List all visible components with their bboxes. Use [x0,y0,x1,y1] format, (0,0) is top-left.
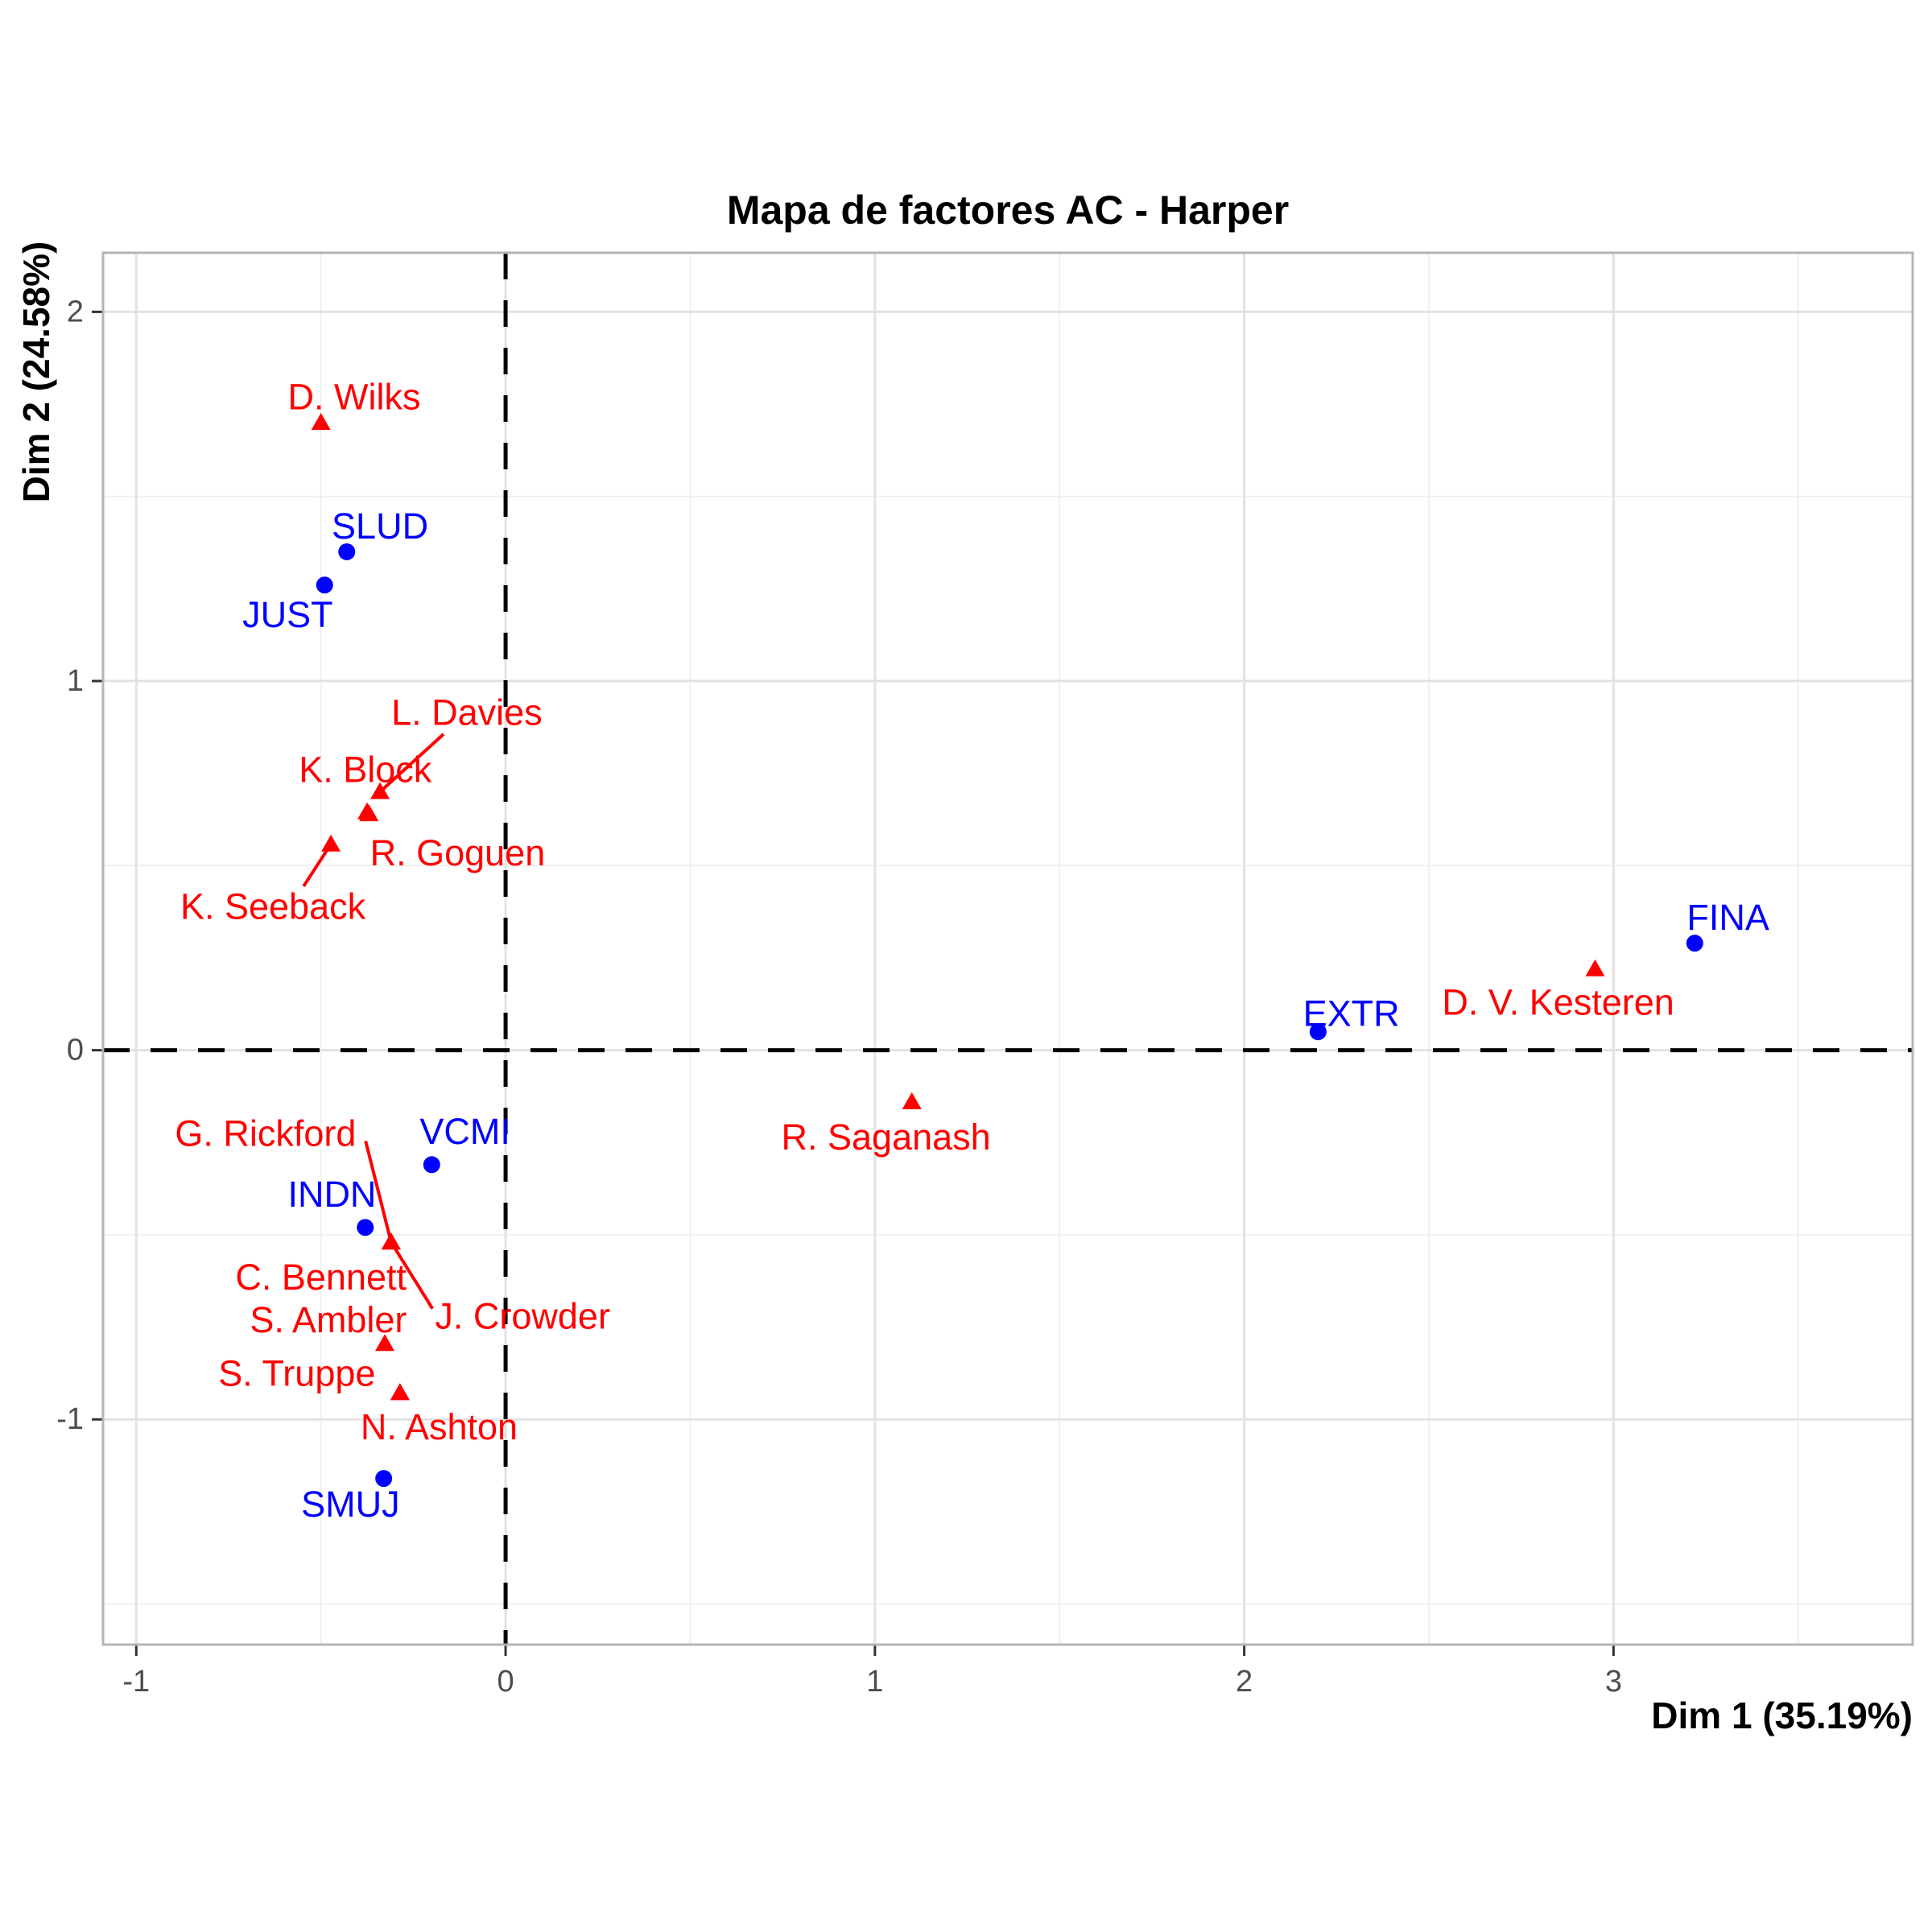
point-marker-j-crowder [381,1232,401,1250]
point-label-k-block: K. Block [299,749,432,791]
tick-label-x-2: 2 [1236,1665,1253,1699]
point-label-smuj: SMUJ [301,1484,400,1525]
tick-label-x-1: 1 [866,1665,883,1699]
point-label-j-crowder: J. Crowder [435,1295,610,1336]
point-marker-d-v-kesteren [1585,959,1605,976]
x-axis-title: Dim 1 (35.19%) [1651,1695,1913,1736]
chart-title: Mapa de factores AC - Harper [726,188,1290,233]
point-label-indn: INDN [287,1174,376,1215]
point-label-r-saganash: R. Saganash [782,1117,991,1158]
tick-label-x--1: -1 [122,1665,150,1699]
point-label-r-goguen: R. Goguen [370,832,546,873]
point-marker-fina [1686,935,1703,952]
point-label-extr: EXTR [1303,993,1400,1034]
point-label-just: JUST [242,594,333,635]
panel-background [103,253,1913,1645]
point-marker-smuj [375,1470,393,1488]
label-segment-j-crowder [390,1241,434,1310]
tick-label-y-2: 2 [67,295,84,328]
panel-border [101,251,1914,1646]
point-label-n-ashton: N. Ashton [361,1406,518,1447]
point-marker-extr [1309,1023,1327,1041]
point-label-s-truppe: S. Truppe [218,1352,375,1393]
tick-label-x-3: 3 [1605,1665,1622,1699]
point-marker-just [316,576,333,594]
point-label-slud: SLUD [332,506,428,547]
label-segment-g-rickford [364,1140,393,1243]
point-marker-n-ashton [390,1383,410,1401]
point-label-l-davies: L. Davies [391,691,543,733]
point-marker-d-wilks [311,412,331,430]
tick-label-y-1: 1 [67,664,84,698]
tick-label-x-0: 0 [497,1665,514,1699]
tick-label-y-0: 0 [67,1034,84,1067]
tick-label-y--1: -1 [56,1402,84,1436]
point-marker-slud [338,543,356,560]
point-label-k-seeback: K. Seeback [180,886,366,927]
point-label-g-rickford: G. Rickford [175,1113,356,1154]
point-label-d-v-kesteren: D. V. Kesteren [1442,982,1674,1023]
label-segment-l-davies [378,733,445,794]
point-label-c-bennett: C. Bennett [235,1257,407,1298]
point-marker-l-davies [370,782,390,799]
point-label-vcmi: VCMI [419,1111,510,1152]
point-marker-s-ambler [375,1334,395,1352]
point-label-d-wilks: D. Wilks [287,376,420,417]
point-label-s-ambler: S. Ambler [250,1299,407,1340]
point-marker-indn [357,1219,374,1236]
point-marker-vcmi [423,1156,440,1174]
point-label-fina: FINA [1686,897,1769,938]
point-marker-k-seeback [321,834,341,852]
point-marker-r-goguen [359,804,379,822]
point-marker-r-saganash [902,1092,922,1109]
